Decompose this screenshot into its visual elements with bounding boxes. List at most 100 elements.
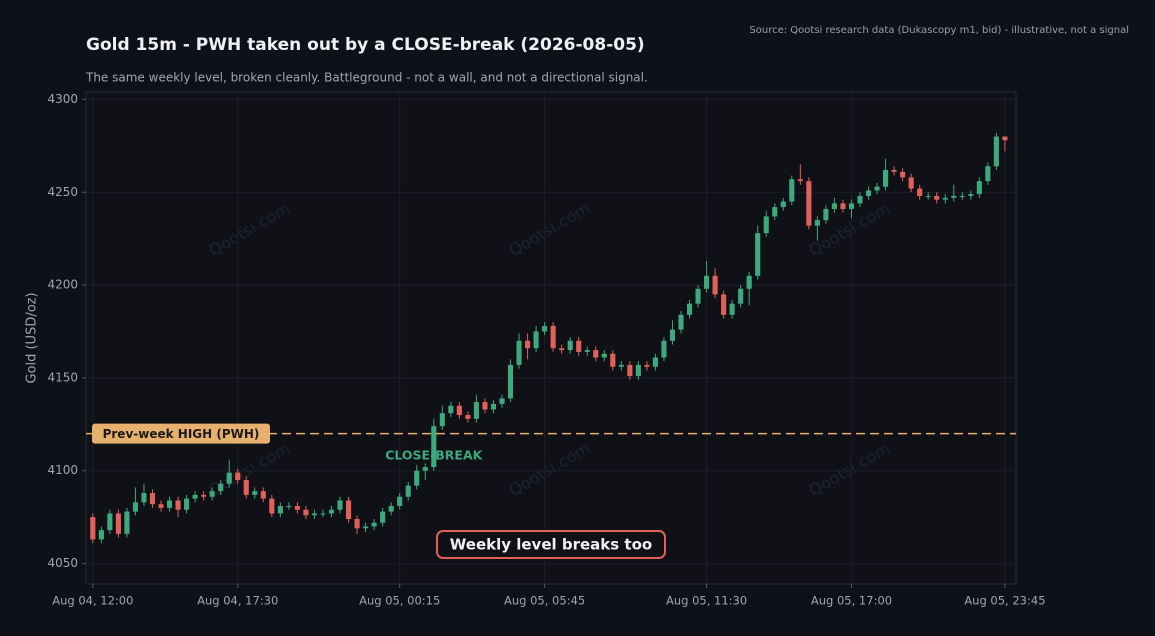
candle-body [729,303,735,315]
candle-body [814,220,820,226]
candle-body [610,353,616,367]
level-label-box [92,423,270,444]
candle-body [669,329,676,341]
candle-body [380,511,386,523]
candle-body [107,513,113,531]
candle-body [482,402,488,410]
candle-body [226,472,232,484]
x-tick-label: Aug 05, 05:45 [504,594,585,608]
callout-text: Weekly level breaks too [450,536,652,554]
candle-body [542,325,548,332]
candle-body [627,364,633,377]
candle-body [942,197,948,200]
candle-body [533,331,539,349]
candle-body [516,340,522,365]
candle-body [934,195,940,200]
candle-body [755,233,761,276]
x-tick-label: Aug 04, 12:00 [52,594,133,608]
candle-body [277,506,283,514]
callout-box [436,530,666,559]
candle-body [823,208,829,221]
y-tick-label: 4050 [47,556,78,570]
candle-body [644,364,650,367]
candle-body [175,500,181,510]
candle-body [985,166,991,182]
chart-title: Gold 15m - PWH taken out by a CLOSE-brea… [86,35,645,55]
candle-body [848,203,855,209]
x-tick-label: Aug 05, 17:00 [811,594,892,608]
candle-body [891,169,897,172]
candle-body [98,530,104,540]
candle-body [968,194,974,196]
candle-body [797,179,803,182]
source-note: Source: Qootsi research data (Dukascopy … [749,25,1129,36]
annotations: Prev-week HIGH (PWH) CLOSE-BREAK Weekly le… [86,423,1016,559]
candle-body [337,500,343,510]
candle-body [354,519,360,529]
candle-body [431,426,437,468]
candle-body [439,413,445,427]
x-tick-label: Aug 05, 23:45 [964,594,1045,608]
candle-body [252,491,258,495]
candle-body [712,275,718,295]
candle-body [618,364,624,367]
candle-body [422,467,428,471]
candle-body [601,353,607,358]
x-tick-label: Aug 05, 11:30 [666,594,747,608]
candle-body [124,511,130,534]
y-tick-label: 4300 [47,92,78,106]
candle-body [525,340,531,349]
candle-body [328,509,335,514]
candle-body [414,470,420,486]
candle-body [209,491,215,497]
candle-body [388,506,394,512]
grid: 4050 4100 4150 4200 4250 4300 Aug 04, 12:00 Aug… [47,92,1045,608]
y-tick-label: 4100 [47,463,78,477]
candle-body [490,403,497,410]
candle-body [141,493,147,503]
candle-body [763,216,769,234]
candle-body [780,201,786,208]
candle-body [499,398,505,404]
candle-body [320,513,326,515]
candle-body [652,357,658,367]
candle-body [951,195,957,198]
candle-body [448,405,454,414]
candle-body [218,483,224,492]
candle-body [303,509,309,516]
candle-body [132,502,138,512]
candle-body [678,314,684,330]
candle-body [908,177,914,189]
candle-body [371,522,377,527]
candle-body [661,340,667,358]
candle-body [507,364,514,399]
candle-body [345,500,352,520]
candle-body [806,181,812,226]
chart-subtitle: The same weekly level, broken cleanly. B… [85,71,648,85]
candle-body [576,340,582,352]
candle-body [269,498,275,514]
candle-body [831,203,837,209]
candle-body [286,506,292,508]
candle-body [772,207,778,217]
candle-body [865,190,872,196]
candle-body [584,350,590,352]
level-label: Prev-week HIGH (PWH) [103,427,260,441]
candle-body [166,500,173,508]
candle-body [235,472,241,481]
candle-body [746,275,752,289]
candle-body [294,506,300,510]
y-tick-label: 4150 [47,370,78,384]
candle-body [260,491,266,499]
candle-body [695,288,701,304]
candle-body [635,364,641,377]
candle-body [90,517,96,540]
candle-body [567,340,573,351]
candle-body [550,325,556,349]
candle-body [840,203,846,209]
candle-body [184,498,190,510]
candle-body [857,195,863,204]
candle-body [201,494,207,497]
